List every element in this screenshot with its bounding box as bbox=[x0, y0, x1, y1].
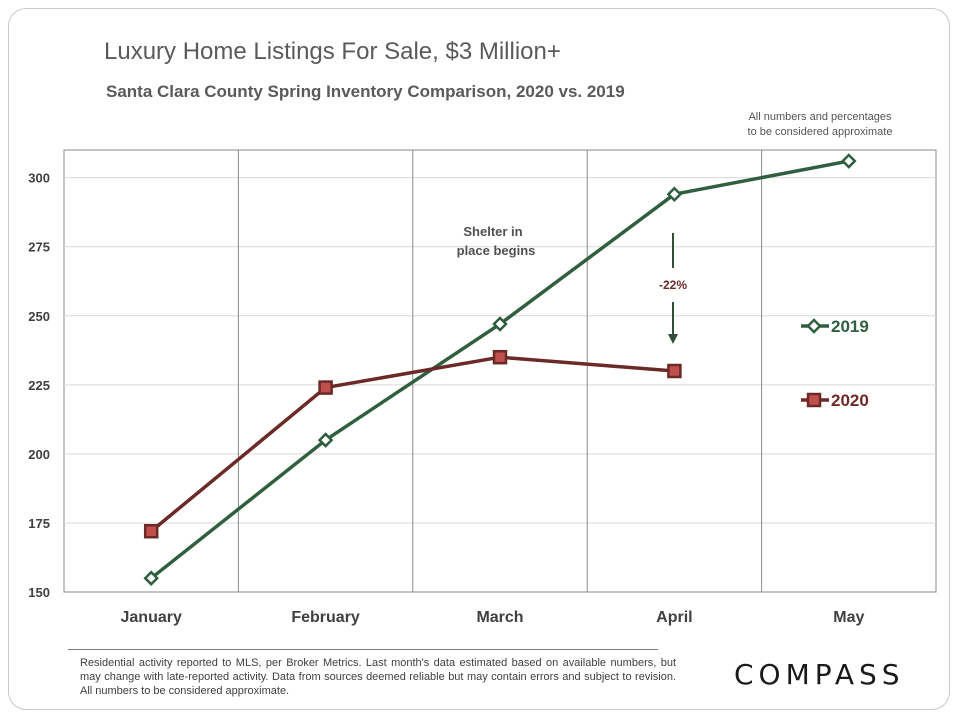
x-tick-label: March bbox=[476, 609, 523, 626]
x-axis: January February March April May bbox=[121, 609, 865, 626]
data-point-2020 bbox=[492, 349, 508, 365]
footer-rule bbox=[68, 649, 658, 650]
legend-marker-2020 bbox=[806, 392, 822, 408]
y-tick-label: 225 bbox=[28, 378, 50, 393]
y-tick-label: 150 bbox=[28, 585, 50, 600]
legend-label-2020: 2020 bbox=[831, 391, 869, 410]
plot-frame bbox=[63, 149, 937, 593]
approximate-note: All numbers and percentages to be consid… bbox=[700, 110, 940, 140]
x-tick-label: April bbox=[656, 609, 692, 626]
chart-subtitle: Santa Clara County Spring Inventory Comp… bbox=[106, 82, 625, 101]
legend: 2019 2020 bbox=[801, 317, 869, 410]
data-point-2020 bbox=[667, 363, 682, 379]
y-axis: 150 175 200 225 250 275 300 bbox=[28, 171, 50, 600]
chart-title: Luxury Home Listings For Sale, $3 Millio… bbox=[104, 38, 561, 65]
data-point-2019 bbox=[841, 153, 857, 169]
approximate-note-line-1: All numbers and percentages bbox=[748, 111, 892, 123]
footer-disclaimer: Residential activity reported to MLS, pe… bbox=[80, 657, 676, 697]
change-label: -22% bbox=[659, 278, 687, 292]
y-tick-label: 175 bbox=[28, 516, 50, 531]
series-layer bbox=[143, 153, 857, 586]
shelter-annotation-line-2: place begins bbox=[457, 243, 536, 258]
x-tick-label: February bbox=[291, 609, 360, 626]
chart-grid bbox=[63, 149, 937, 593]
data-point-2020 bbox=[318, 380, 333, 395]
data-point-2019 bbox=[492, 316, 508, 332]
series-line-2020 bbox=[150, 355, 675, 533]
y-tick-label: 275 bbox=[28, 240, 50, 255]
approximate-note-line-2: to be considered approximate bbox=[747, 126, 893, 138]
legend-label-2019: 2019 bbox=[831, 317, 869, 336]
shelter-annotation-line-1: Shelter in bbox=[463, 224, 522, 239]
y-tick-label: 200 bbox=[28, 447, 50, 462]
x-tick-label: January bbox=[121, 609, 182, 626]
data-point-2020 bbox=[143, 523, 159, 539]
data-point-2019 bbox=[666, 186, 683, 202]
change-arrow-head bbox=[668, 334, 678, 344]
annotations: Shelter in place begins -22% bbox=[457, 224, 687, 344]
y-tick-label: 250 bbox=[28, 309, 50, 324]
chart-card bbox=[8, 8, 950, 710]
legend-marker-2019 bbox=[806, 318, 822, 334]
compass-logo: COMPASS bbox=[734, 658, 905, 691]
data-point-2019 bbox=[143, 570, 159, 586]
y-tick-label: 300 bbox=[28, 171, 50, 186]
data-point-2019 bbox=[317, 432, 334, 448]
x-tick-label: May bbox=[833, 609, 864, 626]
